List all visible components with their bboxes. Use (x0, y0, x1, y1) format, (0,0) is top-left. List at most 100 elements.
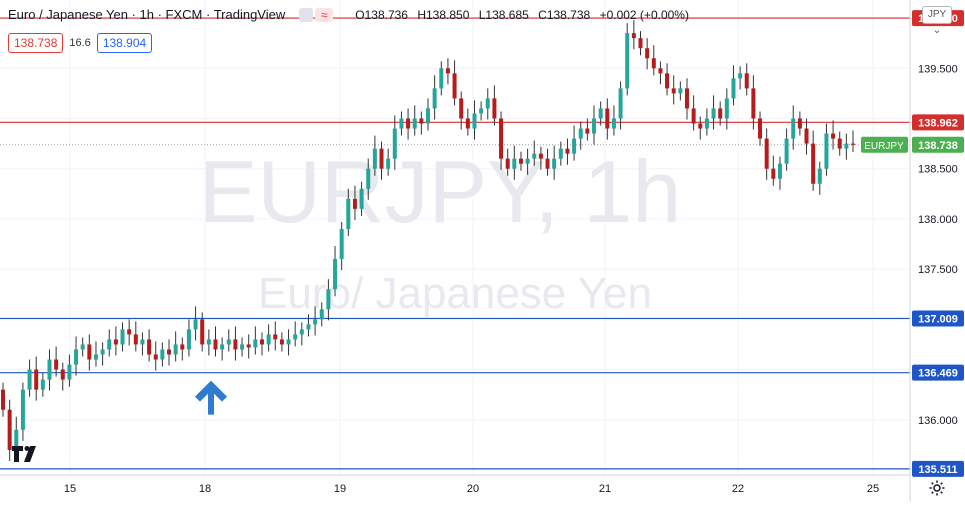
candle-body (844, 143, 849, 149)
candle-body (764, 138, 769, 169)
level-price-tag (912, 114, 964, 131)
candle-body (731, 78, 736, 99)
candle-body (399, 118, 404, 129)
last-price-label: 138.738 (918, 140, 958, 152)
candle-body (213, 339, 218, 350)
spread-value: 16.6 (69, 37, 91, 49)
candle-body (352, 198, 357, 209)
candle-body (472, 113, 477, 129)
symbol-tag-label: EURJPY (864, 141, 904, 152)
candle-body (180, 344, 185, 350)
candle-body (459, 98, 464, 119)
candle-body (87, 344, 92, 360)
x-tick-label: 19 (334, 483, 346, 495)
candle-body (432, 88, 437, 109)
open-value: 138.736 (364, 7, 408, 22)
gear-icon[interactable] (928, 479, 946, 497)
candle-body (784, 138, 789, 164)
x-tick-label: 18 (199, 483, 211, 495)
market-status-icon[interactable] (299, 7, 314, 22)
level-price-label: 138.962 (918, 117, 958, 129)
candle-body (240, 344, 245, 350)
level-price-label: 135.511 (918, 464, 957, 476)
buy-price-button[interactable]: 138.904 (96, 33, 153, 53)
candle-body (631, 33, 636, 39)
candle-body (592, 118, 597, 134)
candle-body (552, 158, 557, 169)
candle-body (246, 344, 251, 348)
candle-body (339, 228, 344, 260)
candle-body (80, 344, 85, 350)
tradingview-logo-icon (12, 446, 36, 462)
candle-body (319, 309, 324, 320)
candle-body (698, 123, 703, 129)
level-price-tag (912, 310, 964, 327)
candle-body (147, 339, 152, 355)
candle-body (718, 108, 723, 119)
candle-body (585, 128, 590, 134)
ohlc-readout: O138.736 H138.850 L138.685 C138.738 +0.0… (355, 7, 689, 22)
candle-body (359, 188, 364, 209)
x-tick-label: 15 (64, 483, 76, 495)
candle-body (259, 339, 264, 345)
candle-body (266, 334, 271, 345)
candle-body (505, 158, 510, 169)
candle-body (758, 118, 763, 139)
candle-body (738, 73, 743, 79)
candle-body (638, 38, 643, 49)
y-tick-label: 137.500 (918, 264, 958, 276)
candle-body (426, 108, 430, 124)
candle-body (40, 379, 45, 390)
candle-body (20, 389, 25, 430)
candle-body (831, 133, 836, 139)
currency-select-button[interactable]: JPY ⌄ (922, 6, 952, 36)
chart-title: Euro / Japanese Yen · 1h · FXCM · Tradin… (8, 7, 286, 22)
data-delay-icon[interactable]: ≈ (315, 7, 334, 22)
candle-body (532, 153, 537, 159)
candle-body (665, 73, 670, 89)
candle-body (392, 128, 397, 159)
candle-body (412, 118, 417, 129)
candle-body (133, 334, 138, 345)
candle-body (113, 339, 118, 345)
candle-body (200, 319, 205, 345)
candle-body (220, 344, 225, 350)
candle-body (160, 349, 165, 360)
candle-body (186, 329, 191, 350)
up-arrow-annotation (195, 380, 227, 415)
candle-body (512, 158, 517, 169)
candle-body (804, 128, 809, 144)
sell-price-button[interactable]: 138.738 (8, 33, 64, 53)
level-price-tag (912, 364, 964, 381)
price-axis (910, 0, 965, 502)
candle-body (837, 138, 842, 149)
candle-body (34, 369, 39, 390)
candle-body (797, 118, 802, 129)
candle-body (658, 68, 663, 74)
candle-body (578, 128, 583, 139)
candle-body (67, 364, 72, 380)
last-price-tag (912, 136, 964, 153)
candle-body (678, 88, 683, 94)
candle-body (93, 354, 98, 360)
candle-body (618, 88, 623, 119)
x-tick-label: 25 (867, 483, 879, 495)
candle-body (253, 339, 258, 348)
symbol-tag (861, 136, 908, 153)
candle-body (226, 339, 231, 345)
candle-body (611, 118, 616, 129)
candle-body (273, 334, 278, 340)
candle-body (565, 148, 570, 154)
candle-body (120, 329, 125, 345)
candle-body (60, 369, 65, 380)
candle-body (485, 98, 490, 109)
candle-body (499, 118, 504, 159)
y-tick-label: 139.500 (918, 63, 958, 75)
candle-body (107, 339, 112, 350)
quote-row: 138.738 16.6 138.904 (8, 33, 153, 53)
watermark-name: Euro/ Japanese Yen (258, 269, 652, 318)
candle-body (206, 339, 211, 345)
candle-body (598, 108, 603, 119)
